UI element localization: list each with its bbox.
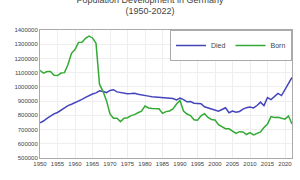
- svg-text:1985: 1985: [156, 161, 170, 167]
- svg-text:1000000: 1000000: [14, 84, 38, 90]
- svg-text:700000: 700000: [18, 127, 39, 133]
- svg-text:2005: 2005: [226, 161, 240, 167]
- svg-text:1200000: 1200000: [14, 56, 38, 62]
- svg-text:1955: 1955: [51, 161, 65, 167]
- svg-text:2000: 2000: [208, 161, 222, 167]
- svg-text:1990: 1990: [173, 161, 187, 167]
- svg-text:1300000: 1300000: [14, 41, 38, 47]
- svg-text:Born: Born: [271, 42, 286, 49]
- svg-text:Population Development in Germ: Population Development in Germany(1950-2…: [76, 0, 224, 16]
- svg-text:800000: 800000: [18, 112, 39, 118]
- svg-text:Died: Died: [211, 42, 226, 49]
- svg-text:1995: 1995: [191, 161, 205, 167]
- svg-text:500000: 500000: [18, 155, 39, 161]
- svg-text:1980: 1980: [138, 161, 152, 167]
- svg-text:1970: 1970: [103, 161, 117, 167]
- svg-text:1400000: 1400000: [14, 27, 38, 33]
- svg-text:1100000: 1100000: [15, 70, 39, 76]
- svg-text:2010: 2010: [243, 161, 257, 167]
- svg-text:2020: 2020: [278, 161, 292, 167]
- svg-text:900000: 900000: [18, 98, 39, 104]
- svg-text:2015: 2015: [261, 161, 275, 167]
- svg-text:1975: 1975: [121, 161, 135, 167]
- svg-text:600000: 600000: [18, 141, 39, 147]
- svg-text:1950: 1950: [33, 161, 47, 167]
- svg-text:1965: 1965: [86, 161, 100, 167]
- svg-text:1960: 1960: [68, 161, 82, 167]
